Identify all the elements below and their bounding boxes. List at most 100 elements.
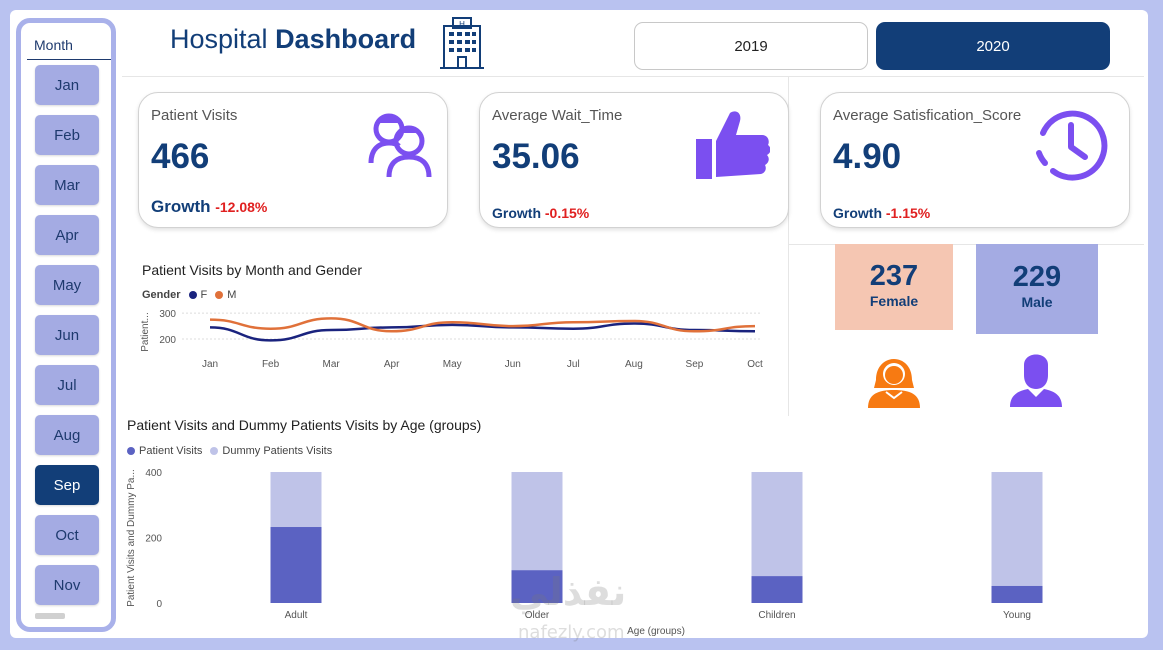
bar-patient-adult [270, 527, 322, 603]
kpi-value: 4.90 [833, 137, 902, 176]
thumbs-up-icon [696, 111, 770, 179]
male-count: 229 [1012, 261, 1062, 293]
female-user-icon [868, 359, 920, 408]
bar-chart-ytick: 400 [145, 468, 162, 479]
month-button-jun[interactable]: Jun [35, 315, 99, 355]
hospital-building-icon: H [440, 17, 484, 69]
male-user-icon [1010, 354, 1062, 407]
male-label: Male [1021, 294, 1053, 310]
month-button-jul[interactable]: Jul [35, 365, 99, 405]
line-chart-xtick: Feb [262, 359, 280, 370]
bar-chart-legend: Patient Visits Dummy Patients Visits [127, 445, 332, 457]
month-button-jan[interactable]: Jan [35, 65, 99, 105]
bar-chart-ytick: 0 [156, 599, 162, 610]
female-stat: 237 Female [835, 260, 953, 309]
line-series-m [209, 317, 756, 333]
line-chart-xtick: Aug [625, 359, 643, 370]
year-2020-button[interactable]: 2020 [876, 22, 1110, 70]
line-chart-xtick: Jun [505, 359, 521, 370]
panel-divider [788, 244, 1144, 245]
bar-chart: Patient Visits and Dummy Pa... 0 200 400 Adu… [126, 468, 1043, 637]
svg-text:H: H [459, 20, 465, 29]
line-chart-ylabel: Patient... [140, 312, 151, 351]
month-slicer: Month Jan Feb Mar Apr May Jun Jul Aug Sep Oct Nov [16, 18, 116, 632]
line-chart-xtick: Mar [322, 359, 340, 370]
slicer-scrollbar[interactable] [35, 613, 65, 619]
month-button-mar[interactable]: Mar [35, 165, 99, 205]
bar-chart-title: Patient Visits and Dummy Patients Visits… [127, 417, 482, 433]
kpi-growth: Growth -1.15% [833, 205, 930, 221]
month-button-apr[interactable]: Apr [35, 215, 99, 255]
month-button-aug[interactable]: Aug [35, 415, 99, 455]
line-chart-ytick: 300 [159, 309, 176, 320]
bar-chart-xtick: Adult [285, 610, 308, 621]
female-label: Female [869, 293, 919, 309]
kpi-average-wait-time[interactable]: Average Wait_Time 35.06 Growth -0.15% [479, 92, 789, 228]
kpi-label: Average Wait_Time [492, 107, 623, 124]
legend-dot-f [188, 291, 197, 299]
bar-chart-xtick: Children [758, 610, 795, 621]
watermark: نفذلي [510, 570, 627, 614]
month-button-nov[interactable]: Nov [35, 565, 99, 605]
bar-chart-xlabel: Age (groups) [627, 626, 685, 637]
male-card [976, 244, 1098, 334]
kpi-average-satisfaction-score[interactable]: Average Satisfication_Score 4.90 Growth … [820, 92, 1130, 228]
line-chart-xtick: Jan [202, 359, 218, 370]
line-chart-ytick: 200 [159, 335, 176, 346]
legend-title: Gender [142, 289, 181, 301]
legend-dot-patient [127, 447, 135, 455]
line-chart-xtick: Sep [686, 359, 704, 370]
legend-label-patient: Patient Visits [139, 445, 203, 457]
line-chart-title: Patient Visits by Month and Gender [142, 262, 362, 278]
female-count: 237 [869, 260, 919, 292]
legend-label-m: M [227, 289, 237, 301]
title-bold: Dashboard [275, 24, 417, 54]
growth-value: -0.15% [544, 205, 590, 221]
bar-chart-xtick: Young [1003, 610, 1031, 621]
kpi-value: 466 [151, 137, 210, 176]
legend-label-dummy: Dummy Patients Visits [222, 445, 333, 457]
growth-label: Growth [833, 205, 882, 221]
slicer-divider [27, 59, 111, 60]
female-card [835, 244, 953, 330]
month-button-oct[interactable]: Oct [35, 515, 99, 555]
page-title: Hospital Dashboard [170, 24, 416, 55]
bar-patient-children [751, 576, 803, 603]
growth-label: Growth [151, 197, 211, 216]
line-chart: Patient... 200 300 Jan Feb Mar Apr May Jun Jul Aug… [140, 309, 763, 370]
kpi-label: Average Satisfication_Score [833, 107, 1022, 124]
kpi-value: 35.06 [492, 137, 580, 176]
bar-patient-older [511, 570, 563, 603]
legend-label-f: F [200, 289, 208, 301]
bar-chart-xtick: Older [525, 610, 550, 621]
line-chart-xtick: Jul [567, 359, 580, 370]
month-button-may[interactable]: May [35, 265, 99, 305]
clock-icon [1036, 110, 1108, 181]
growth-label: Growth [492, 205, 541, 221]
bar-dummy-young [991, 472, 1043, 603]
legend-dot-dummy [210, 447, 219, 455]
line-chart-xtick: May [443, 359, 462, 370]
kpi-patient-visits[interactable]: Patient Visits 466 Growth -12.08% [138, 92, 448, 228]
growth-value: -1.15% [885, 205, 931, 221]
line-chart-xtick: Oct [747, 359, 763, 370]
month-button-feb[interactable]: Feb [35, 115, 99, 155]
line-chart-xtick: Apr [384, 359, 400, 370]
legend-dot-m [215, 291, 224, 299]
bar-patient-young [991, 585, 1043, 603]
male-stat: 229 Male [978, 261, 1096, 310]
kpi-growth: Growth -0.15% [492, 205, 589, 221]
panel-divider [788, 76, 789, 416]
panel-divider [122, 76, 1144, 77]
patients-icon [368, 113, 432, 178]
watermark-sub: nafezly.com [518, 622, 625, 643]
bar-chart-ytick: 200 [145, 534, 162, 545]
month-button-sep[interactable]: Sep [35, 465, 99, 505]
kpi-label: Patient Visits [151, 107, 238, 124]
growth-value: -12.08% [215, 199, 268, 215]
kpi-growth: Growth -12.08% [151, 197, 267, 217]
line-chart-legend: Gender F M [142, 289, 236, 301]
bar-chart-ylabel: Patient Visits and Dummy Pa... [126, 469, 137, 607]
slicer-title: Month [34, 37, 73, 53]
year-2019-button[interactable]: 2019 [634, 22, 868, 70]
